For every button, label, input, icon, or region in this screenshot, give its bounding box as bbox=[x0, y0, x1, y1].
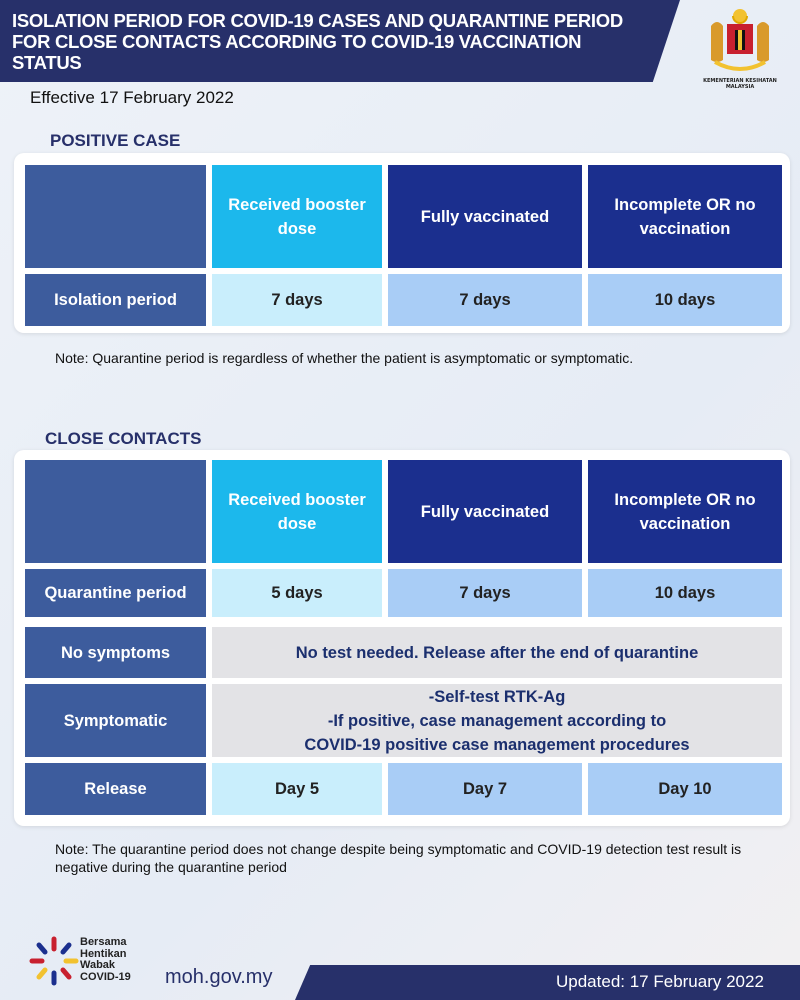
close-contacts-note: Note: The quarantine period does not cha… bbox=[55, 841, 742, 875]
header-band bbox=[0, 0, 680, 82]
col-booster: Received booster dose bbox=[212, 460, 382, 563]
website-link[interactable]: moh.gov.my bbox=[165, 966, 273, 988]
quarantine-booster: 5 days bbox=[212, 569, 382, 617]
isolation-period-label: Isolation period bbox=[25, 274, 206, 326]
quarantine-label: Quarantine period bbox=[25, 569, 206, 617]
release-booster: Day 5 bbox=[212, 763, 382, 815]
symptomatic-label: Symptomatic bbox=[25, 684, 206, 757]
release-incomplete: Day 10 bbox=[588, 763, 782, 815]
isolation-incomplete: 10 days bbox=[588, 274, 782, 326]
header-blank-cell bbox=[25, 460, 206, 563]
quarantine-incomplete: 10 days bbox=[588, 569, 782, 617]
page-title: ISOLATION PERIOD FOR COVID-19 CASES AND … bbox=[12, 10, 623, 73]
coat-of-arms-icon bbox=[711, 9, 769, 71]
quarantine-fully: 7 days bbox=[388, 569, 582, 617]
symptomatic-text: -Self-test RTK-Ag -If positive, case man… bbox=[212, 684, 782, 757]
col-incomplete: Incomplete OR no vaccination bbox=[588, 165, 782, 268]
symptomatic-line-1: -Self-test RTK-Ag bbox=[428, 687, 566, 706]
campaign-text: Bersama Hentikan Wabak COVID-19 bbox=[80, 936, 131, 983]
ministry-logo: KEMENTERIAN KESIHATAN MALAYSIA bbox=[690, 6, 790, 90]
col-fully-vaccinated: Fully vaccinated bbox=[388, 460, 582, 563]
symptomatic-line-2: -If positive, case management according … bbox=[304, 711, 690, 754]
release-label: Release bbox=[25, 763, 206, 815]
no-symptoms-text: No test needed. Release after the end of… bbox=[212, 627, 782, 678]
isolation-booster: 7 days bbox=[212, 274, 382, 326]
logo-caption: KEMENTERIAN KESIHATAN MALAYSIA bbox=[703, 78, 777, 90]
effective-date: Effective 17 February 2022 bbox=[30, 88, 234, 107]
campaign-logo-icon bbox=[29, 936, 79, 986]
header-blank-cell bbox=[25, 165, 206, 268]
col-booster: Received booster dose bbox=[212, 165, 382, 268]
footer-band bbox=[295, 965, 800, 1000]
positive-case-heading: POSITIVE CASE bbox=[50, 131, 181, 150]
updated-date: Updated: 17 February 2022 bbox=[556, 972, 764, 991]
positive-note: Note: Quarantine period is regardless of… bbox=[55, 350, 634, 366]
isolation-fully: 7 days bbox=[388, 274, 582, 326]
release-fully: Day 7 bbox=[388, 763, 582, 815]
close-contacts-heading: CLOSE CONTACTS bbox=[45, 429, 202, 448]
no-symptoms-label: No symptoms bbox=[25, 627, 206, 678]
col-fully-vaccinated: Fully vaccinated bbox=[388, 165, 582, 268]
col-incomplete: Incomplete OR no vaccination bbox=[588, 460, 782, 563]
